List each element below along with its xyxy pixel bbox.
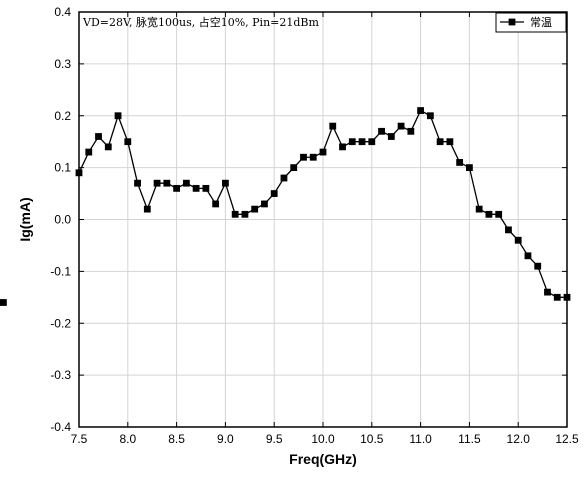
data-point-square [153, 179, 161, 187]
data-point-square [182, 179, 190, 187]
data-point-square [85, 148, 93, 156]
data-point-square [290, 164, 298, 172]
y-tick-label: 0.1 [54, 161, 71, 175]
x-tick-label: 8.0 [119, 432, 136, 446]
data-point-square [261, 200, 268, 208]
data-point-square [114, 112, 122, 120]
data-point-square [124, 138, 132, 146]
y-tick-label: 0.0 [54, 213, 71, 227]
data-point-square [397, 122, 405, 130]
x-tick-label: 11.5 [458, 432, 481, 446]
y-tick-label: 0.3 [54, 57, 71, 71]
x-tick-label: 11.0 [409, 432, 432, 446]
y-tick-label: 0.4 [54, 5, 71, 19]
data-point-square [495, 210, 503, 218]
data-point-square [553, 293, 561, 301]
data-point-square [143, 205, 151, 213]
x-tick-label: 9.0 [217, 432, 234, 446]
data-point-square [514, 236, 522, 244]
data-point-square [505, 226, 512, 234]
data-point-square [212, 200, 220, 208]
data-point-square [134, 179, 141, 187]
data-point-square [436, 138, 444, 146]
data-point-square [387, 133, 395, 140]
data-point-square [241, 210, 249, 218]
x-tick-label: 12.5 [555, 432, 579, 446]
x-tick-label: 7.5 [71, 432, 88, 446]
data-point-square [319, 148, 327, 156]
data-point-square [446, 138, 454, 146]
data-point-square [368, 138, 376, 146]
data-point-square [456, 159, 464, 166]
data-point-square [95, 133, 102, 140]
data-point-square [251, 205, 259, 213]
data-point-square [173, 184, 180, 192]
data-point-square [378, 127, 385, 135]
x-tick-label: 12.0 [507, 432, 531, 446]
data-point-square [231, 210, 239, 218]
y-tick-label: -0.2 [50, 316, 71, 330]
x-tick-label: 10.5 [360, 432, 384, 446]
data-point-square [417, 107, 424, 114]
data-point-square [163, 179, 171, 187]
data-point-square [407, 127, 415, 135]
data-point-square [0, 299, 7, 306]
data-point-square [544, 288, 551, 296]
legend-item: 常温 [500, 16, 552, 29]
data-point-square [339, 143, 346, 151]
data-point-square [309, 153, 317, 161]
data-point-square [524, 252, 532, 260]
y-tick-label: -0.1 [50, 264, 71, 278]
data-point-square [192, 184, 200, 192]
chart-annotation: VD=28V, 脉宽100us, 占空10%, Pin=21dBm [82, 15, 319, 29]
data-point-square [104, 143, 112, 151]
series-group [0, 107, 571, 306]
data-point-square [485, 210, 493, 218]
data-point-square [300, 153, 307, 161]
legend: 常温 [495, 12, 567, 33]
legend-label: 常温 [530, 16, 552, 29]
ticks: 7.5 8.0 8.5 9.0 9.5 10.0 10.5 11.0 11.5 12.0 12.5 -… [50, 5, 579, 446]
data-point-square [475, 205, 483, 213]
grid [79, 12, 567, 427]
x-tick-label: 10.0 [311, 432, 335, 446]
data-point-square [508, 18, 516, 26]
data-point-square [329, 122, 337, 130]
data-point-square [202, 184, 210, 192]
y-tick-label: -0.3 [50, 368, 71, 382]
data-point-square [358, 138, 366, 146]
data-point-square [348, 138, 356, 146]
x-tick-label: 9.5 [266, 432, 283, 446]
data-point-square [222, 179, 229, 187]
data-point-square [280, 174, 288, 182]
data-point-square [426, 112, 434, 120]
y-axis-title: Ig(mA) [17, 197, 33, 241]
legend-box [495, 12, 567, 33]
series-layer [0, 107, 571, 306]
y-tick-label: -0.4 [50, 420, 71, 434]
data-point-square [534, 262, 542, 270]
y-tick-label: 0.2 [54, 109, 71, 123]
x-axis-title: Freq(GHz) [289, 451, 357, 467]
data-point-square [466, 164, 473, 172]
data-point-square [270, 190, 278, 197]
x-tick-label: 8.5 [168, 432, 185, 446]
